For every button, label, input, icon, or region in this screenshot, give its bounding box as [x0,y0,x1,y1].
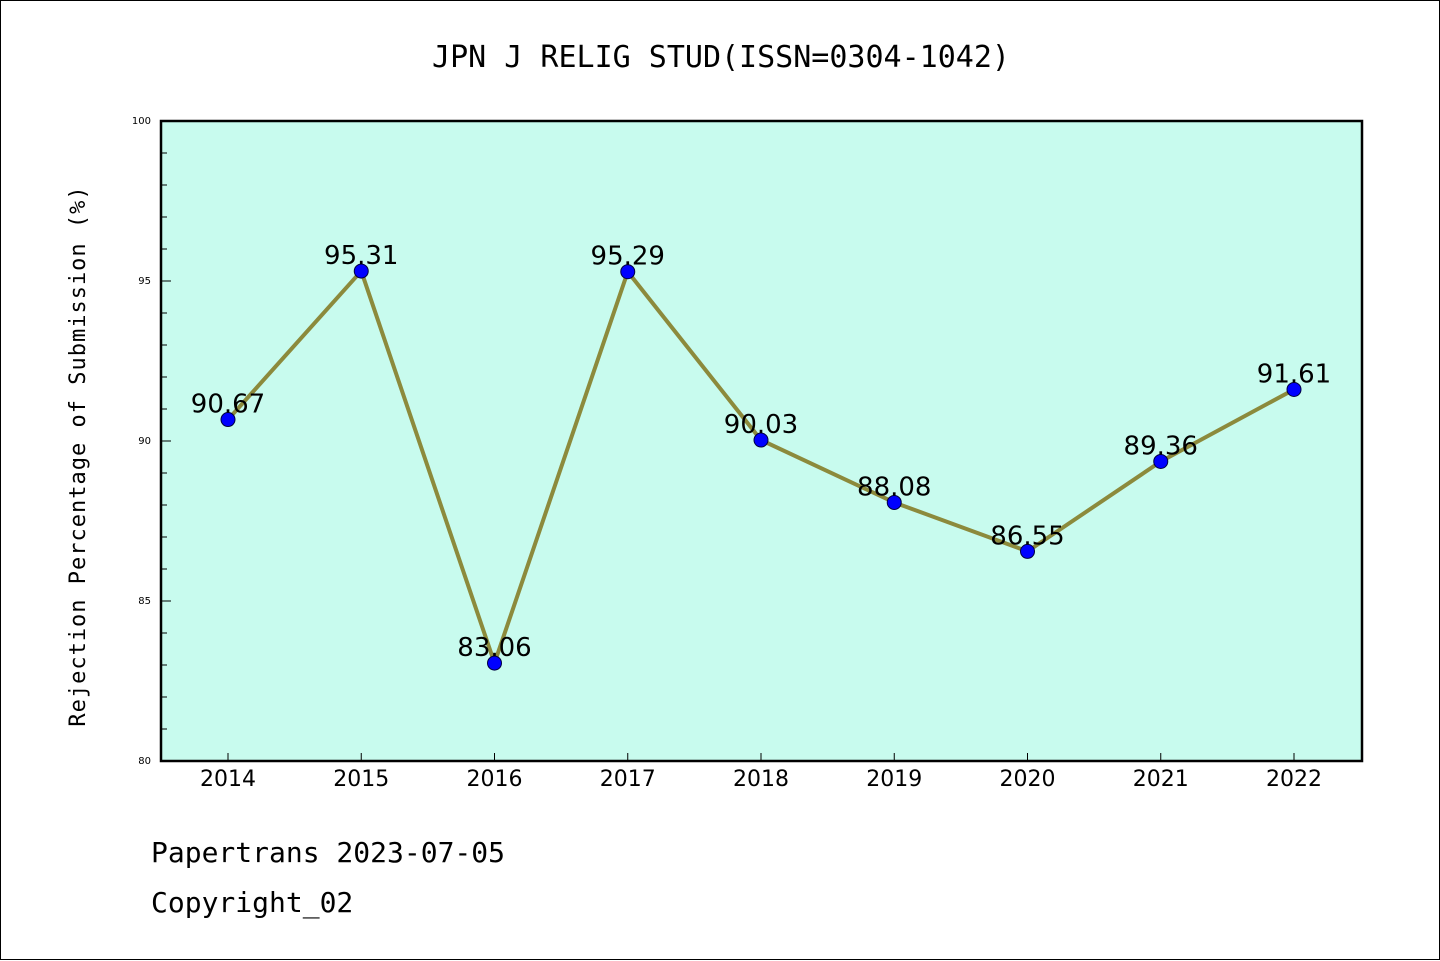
x-tick-label: 2016 [467,767,523,792]
x-axis: 2014 2015 2016 2017 2018 2019 2020 2021 2022 [200,753,1322,792]
x-tick-label: 2019 [866,767,922,792]
data-label: 90.67 [191,390,265,420]
y-tick-label: 90 [138,436,151,447]
data-point [1286,381,1302,397]
data-point [487,655,502,671]
x-tick-label: 2014 [200,767,256,792]
x-tick-label: 2018 [733,767,789,792]
footer-date: Papertrans 2023-07-05 [151,836,506,869]
y-tick-label: 85 [138,596,151,607]
series-line-group [220,263,1302,671]
data-point [1153,453,1169,469]
x-tick-label: 2020 [1000,767,1056,792]
y-tick-label: 100 [132,116,151,127]
data-label: 91.61 [1257,359,1331,389]
data-label: 88.08 [857,472,931,502]
data-point [220,412,236,428]
x-tick-label: 2017 [600,767,656,792]
y-axis-label: Rejection Percentage of Submission (%) [66,185,91,726]
x-tick-label: 2022 [1266,767,1322,792]
data-point [1020,543,1035,559]
x-tick-label: 2021 [1133,767,1189,792]
data-point [886,494,902,510]
data-point [620,264,636,280]
y-tick-label: 80 [138,756,151,767]
y-tick-label: 95 [138,276,151,287]
data-point [753,432,769,448]
data-label: 90.03 [724,410,798,440]
y-axis: 80 85 90 95 100 [132,116,171,767]
footer-copyright: Copyright_02 [151,886,354,919]
data-label-group: 90.67 95.31 83.06 95.29 90.03 88.08 86.55 89.36… [191,241,1331,663]
data-label: 95.31 [324,241,398,271]
data-point [353,263,369,279]
chart-title: JPN J RELIG STUD(ISSN=0304-1042) [432,40,1010,75]
x-tick-label: 2015 [333,767,389,792]
data-label: 83.06 [457,633,531,663]
data-label: 86.55 [990,521,1064,551]
data-label: 95.29 [591,242,665,272]
data-label: 89.36 [1124,431,1198,461]
